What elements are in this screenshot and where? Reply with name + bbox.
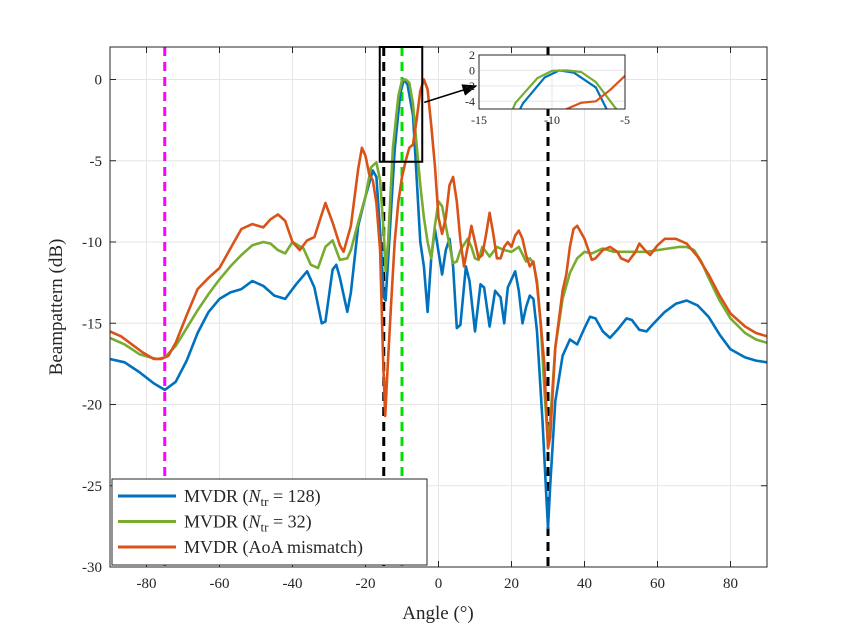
inset-x-tick-label-0: -15 — [471, 113, 487, 127]
zoom-arrow — [424, 84, 478, 104]
series-lines — [110, 78, 767, 530]
legend-label-subscript-1: tr — [261, 520, 270, 535]
inset-y-tick-label-2: -2 — [465, 79, 475, 93]
legend-label-prefix-0: MVDR ( — [184, 486, 249, 507]
legend: MVDR (Ntr = 128)MVDR (Ntr = 32)MVDR (AoA… — [111, 478, 428, 566]
zoom-box — [378, 46, 478, 163]
x-tick-label-8: 80 — [723, 576, 738, 592]
y-axis-ticks: 0 -5 -10 -15 -20 -25 -30 — [82, 73, 767, 576]
zoom-rectangle — [378, 46, 424, 163]
y-tick-label-4: -20 — [82, 398, 102, 414]
x-tick-label-3: -20 — [356, 576, 376, 592]
legend-label-suffix-0: = 128) — [268, 486, 320, 507]
legend-label-1: MVDR (Ntr = 32) — [184, 512, 312, 535]
inset-frame — [478, 54, 626, 110]
x-axis-ticks: -80 -60 -40 -20 0 20 40 60 80 — [137, 47, 738, 592]
y-tick-label-5: -25 — [82, 479, 102, 495]
legend-label-prefix-1: MVDR ( — [184, 512, 249, 533]
x-tick-label-4: 0 — [435, 576, 443, 592]
inset-y-tick-label-0: 2 — [469, 48, 475, 62]
legend-label-symbol-0: N — [248, 486, 262, 506]
x-tick-label-5: 20 — [504, 576, 519, 592]
x-tick-label-7: 60 — [650, 576, 665, 592]
series-line-2 — [110, 78, 767, 450]
y-tick-label-3: -15 — [82, 316, 102, 332]
inset-y-tick-label-3: -4 — [465, 94, 475, 108]
y-tick-label-6: -30 — [82, 560, 102, 576]
legend-label-symbol-1: N — [248, 512, 262, 532]
reference-lines — [163, 47, 550, 567]
inset-y-tick-label-1: 0 — [469, 63, 475, 77]
x-tick-label-6: 40 — [577, 576, 592, 592]
legend-label-prefix-2: MVDR (AoA mismatch) — [184, 537, 363, 558]
x-tick-label-1: -60 — [210, 576, 230, 592]
y-tick-label-2: -10 — [82, 235, 102, 251]
y-tick-label-0: 0 — [95, 73, 103, 89]
inset-plot: -15 -10 -5 20 -2-4 — [465, 48, 630, 127]
y-axis-label: Beampattern (dB) — [46, 239, 67, 376]
legend-label-2: MVDR (AoA mismatch) — [184, 537, 363, 558]
inset-x-tick-label-1: -10 — [544, 113, 560, 127]
x-axis-label: Angle (°) — [402, 603, 473, 624]
legend-box — [111, 478, 428, 566]
legend-label-subscript-0: tr — [261, 494, 270, 509]
y-tick-label-1: -5 — [90, 154, 103, 170]
grid — [110, 47, 767, 568]
x-tick-label-2: -40 — [283, 576, 303, 592]
x-tick-label-0: -80 — [137, 576, 157, 592]
legend-label-suffix-1: = 32) — [268, 512, 311, 533]
legend-label-0: MVDR (Ntr = 128) — [184, 486, 321, 509]
inset-x-tick-label-2: -5 — [620, 113, 630, 127]
